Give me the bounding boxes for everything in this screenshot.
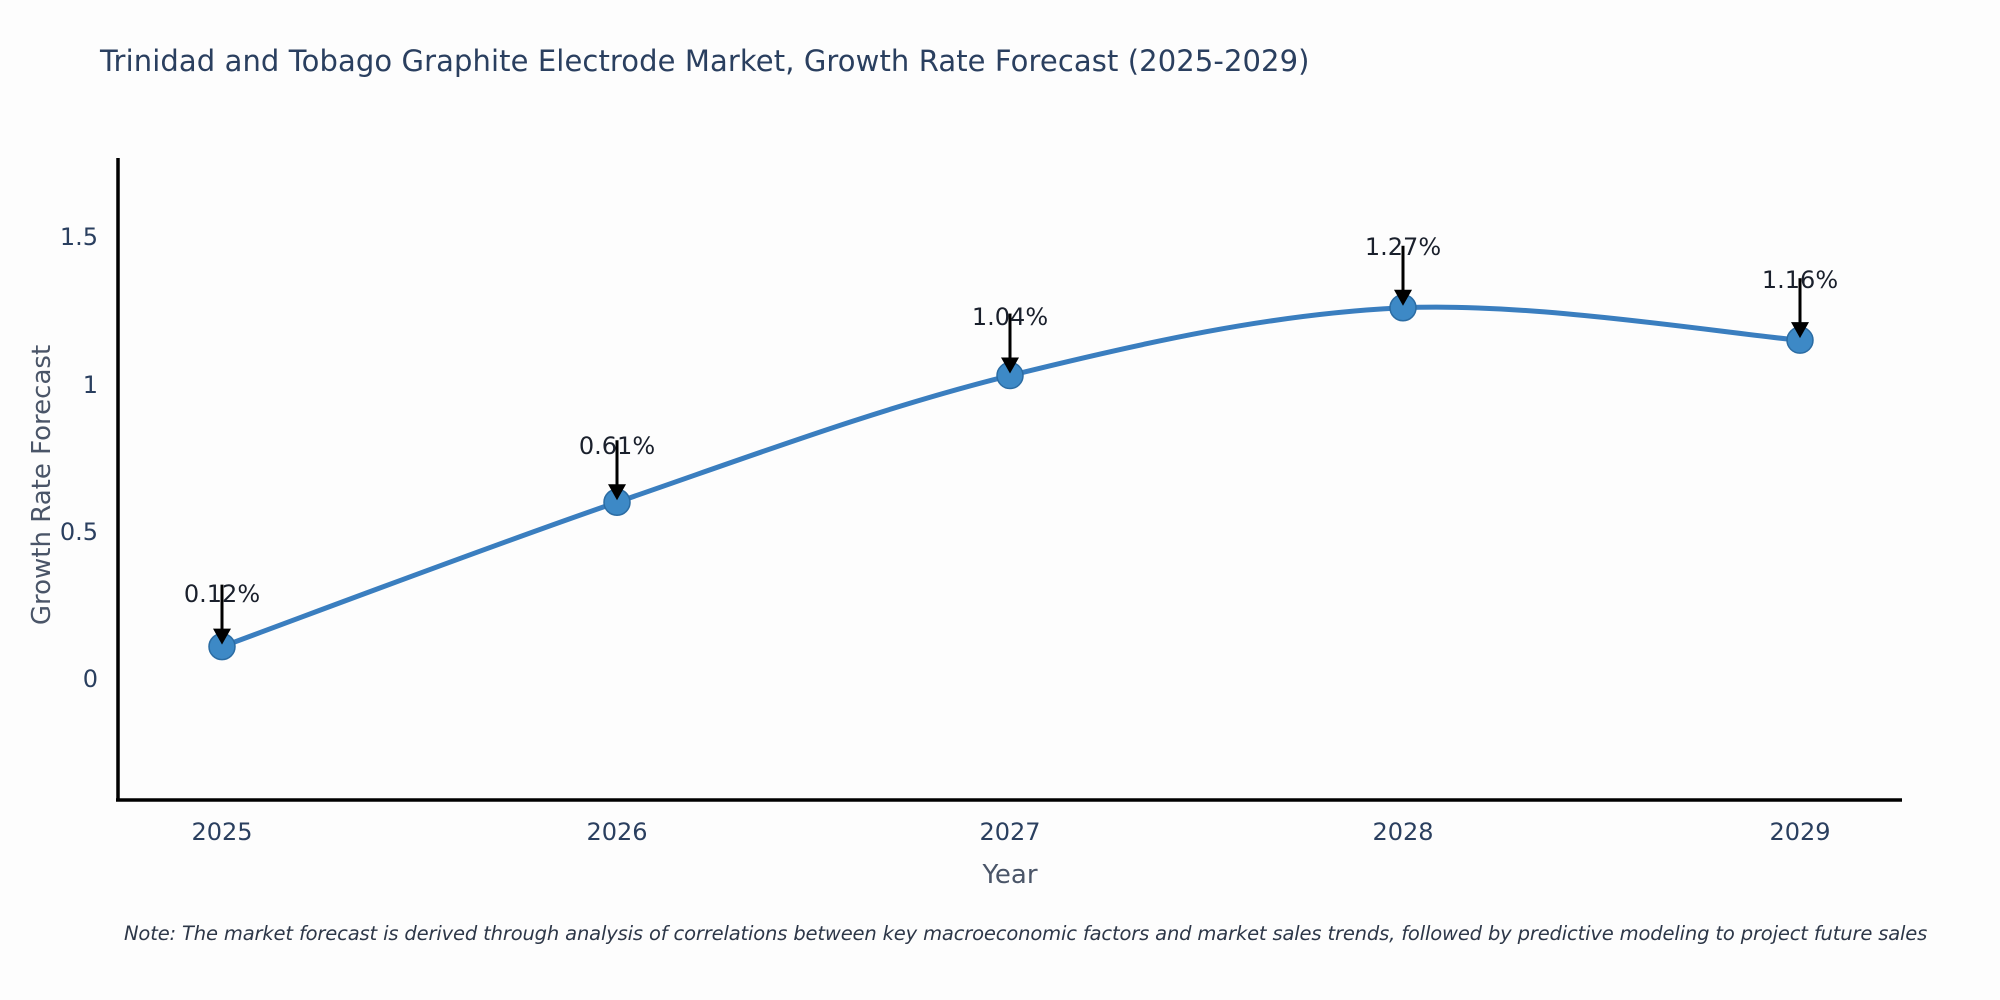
y-tick-label: 1.5 <box>59 223 98 251</box>
data-label-2029: 1.16% <box>1761 266 1839 294</box>
annotation-arrow-head <box>1791 322 1809 339</box>
x-tick-label-2029: 2029 <box>1769 818 1831 846</box>
annotation-arrows <box>213 245 1809 645</box>
x-tick-label-2028: 2028 <box>1372 818 1434 846</box>
footer-note: Note: The market forecast is derived thr… <box>124 922 1928 945</box>
annotation-arrow-head <box>608 484 626 501</box>
x-tick-label-2026: 2026 <box>586 818 648 846</box>
y-tick-label: 0 <box>82 665 98 693</box>
x-axis-title: Year <box>982 860 1038 890</box>
chart-title: Trinidad and Tobago Graphite Electrode M… <box>100 44 1310 78</box>
y-axis-title: Growth Rate Forecast <box>27 344 57 626</box>
data-label-2025: 0.12% <box>183 580 261 608</box>
annotation-arrow-head <box>1001 357 1019 374</box>
annotation-arrow-head <box>213 628 231 645</box>
data-label-2027: 1.04% <box>971 303 1049 331</box>
series-markers <box>208 294 1814 661</box>
annotation-arrow-head <box>1394 289 1412 306</box>
data-label-2026: 0.61% <box>578 432 656 460</box>
x-tick-label-2025: 2025 <box>191 818 253 846</box>
data-label-2028: 1.27% <box>1364 233 1442 261</box>
x-tick-label-2027: 2027 <box>979 818 1041 846</box>
y-tick-label: 1 <box>82 371 98 399</box>
y-tick-label: 0.5 <box>59 518 98 546</box>
